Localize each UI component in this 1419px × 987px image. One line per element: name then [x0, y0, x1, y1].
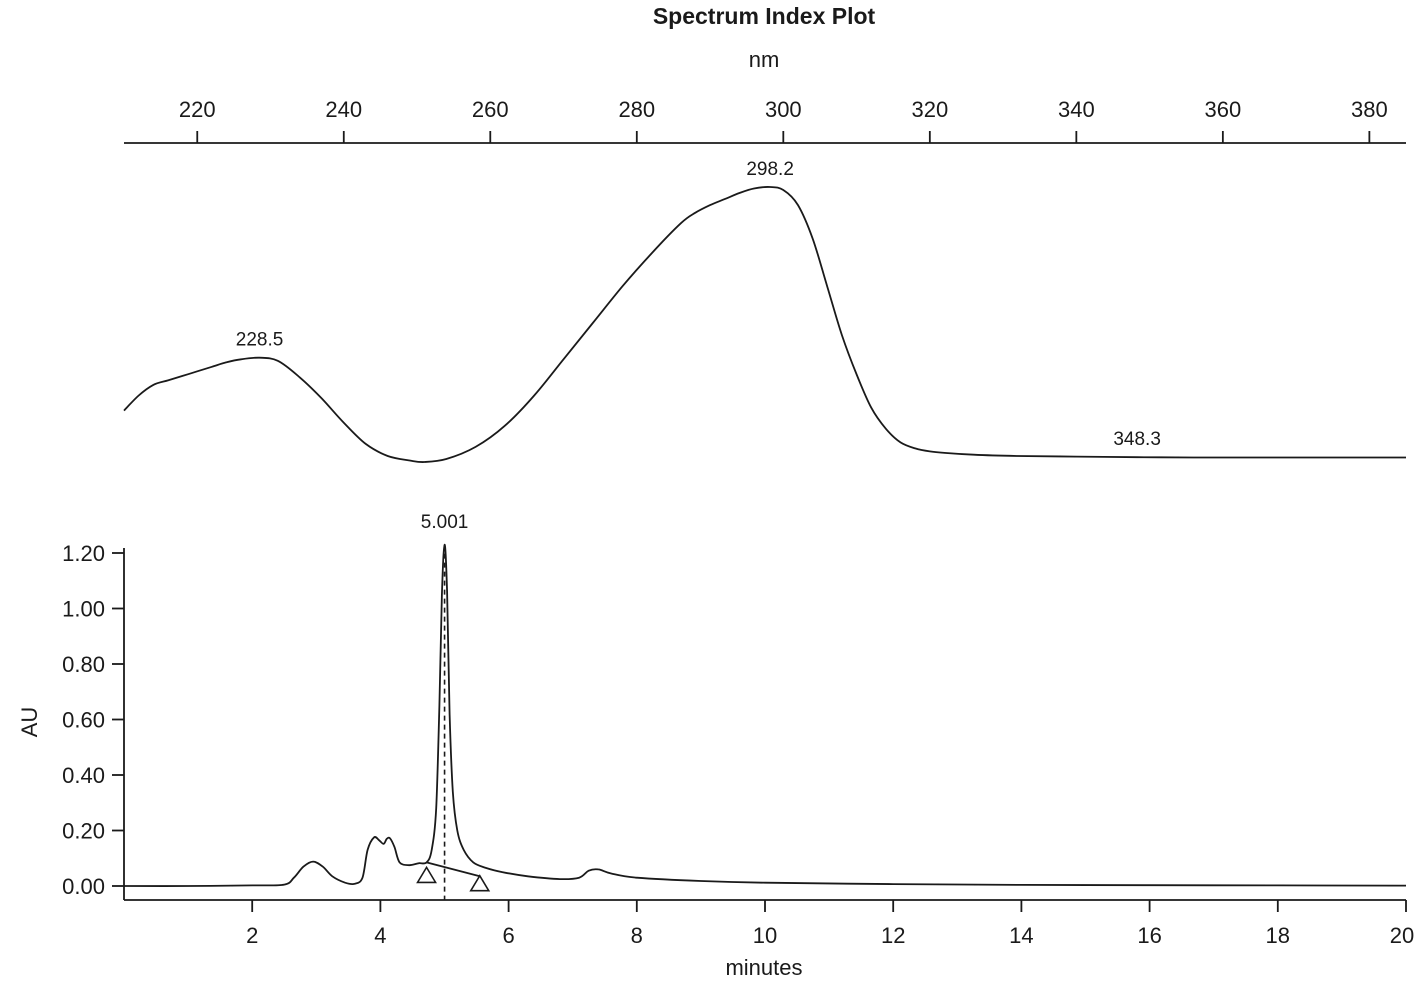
spectrum-x-tick-label: 340 [1058, 97, 1095, 122]
chromatogram-y-ticks: 0.00 0.20 0.40 0.60 0.80 1.00 1.20 [62, 541, 124, 899]
chromatogram-x-tick-label: 4 [374, 923, 386, 948]
spectrum-annotations: 228.5 298.2 348.3 [236, 159, 1161, 450]
chromatogram-x-tick-label: 2 [246, 923, 258, 948]
spectrum-index-plot: Spectrum Index Plot nm 220 240 260 280 300 32… [123, 3, 1406, 463]
spectrum-peak-label: 348.3 [1113, 429, 1161, 450]
spectrum-peak-label: 228.5 [236, 330, 284, 351]
spectrum-x-tick-label: 320 [911, 97, 948, 122]
chromatogram-y-tick-label: 0.80 [62, 652, 105, 677]
chromatogram-x-tick-label: 14 [1009, 923, 1033, 948]
chromatogram-y-tick-label: 0.40 [62, 763, 105, 788]
chromatogram-y-tick-label: 0.20 [62, 819, 105, 844]
chromatogram-annotations: 5.001 [421, 512, 469, 533]
spectrum-x-tick-label: 300 [765, 97, 802, 122]
chromatogram-x-tick-label: 16 [1137, 923, 1161, 948]
integration-triangle-marker [416, 865, 437, 884]
chromatogram-y-axis-label: AU [17, 707, 42, 738]
spectrum-x-tick-label: 360 [1204, 97, 1241, 122]
spectrum-x-tick-label: 380 [1351, 97, 1388, 122]
chromatogram-x-tick-label: 10 [753, 923, 777, 948]
spectrum-x-tick-label: 260 [472, 97, 509, 122]
chromatogram-plot: 2 4 6 8 10 12 14 16 18 20 0.00 0.20 0.40 0.60 0.80 1.0… [17, 512, 1414, 980]
spectrum-x-tick-label: 280 [618, 97, 655, 122]
integration-triangle-marker [469, 874, 491, 892]
spectrum-x-ticks: 220 240 260 280 300 320 340 360 380 [179, 97, 1388, 143]
chromatogram-x-tick-label: 18 [1266, 923, 1290, 948]
integration-markers [416, 865, 491, 892]
chromatogram-x-tick-label: 20 [1390, 923, 1414, 948]
chromatogram-y-tick-label: 1.00 [62, 597, 105, 622]
spectrum-x-tick-label: 220 [179, 97, 216, 122]
chromatogram-x-ticks: 2 4 6 8 10 12 14 16 18 20 [246, 900, 1414, 948]
spectrum-x-axis-label: nm [749, 47, 780, 72]
chromatogram-peak-label: 5.001 [421, 512, 469, 533]
chromatogram-series-line [123, 543, 1407, 887]
spectrum-series-line [123, 186, 1406, 463]
chromatogram-y-tick-label: 1.20 [62, 541, 105, 566]
integration-baseline [426, 861, 480, 878]
chromatogram-x-axis-label: minutes [725, 955, 802, 980]
chromatogram-y-tick-label: 0.00 [62, 874, 105, 899]
chromatogram-x-tick-label: 6 [502, 923, 514, 948]
chromatogram-x-tick-label: 12 [881, 923, 905, 948]
chromatogram-x-tick-label: 8 [631, 923, 643, 948]
spectrum-peak-label: 298.2 [746, 159, 794, 180]
chromatogram-y-tick-label: 0.60 [62, 708, 105, 733]
spectrum-x-tick-label: 240 [325, 97, 362, 122]
spectrum-title: Spectrum Index Plot [653, 3, 876, 29]
